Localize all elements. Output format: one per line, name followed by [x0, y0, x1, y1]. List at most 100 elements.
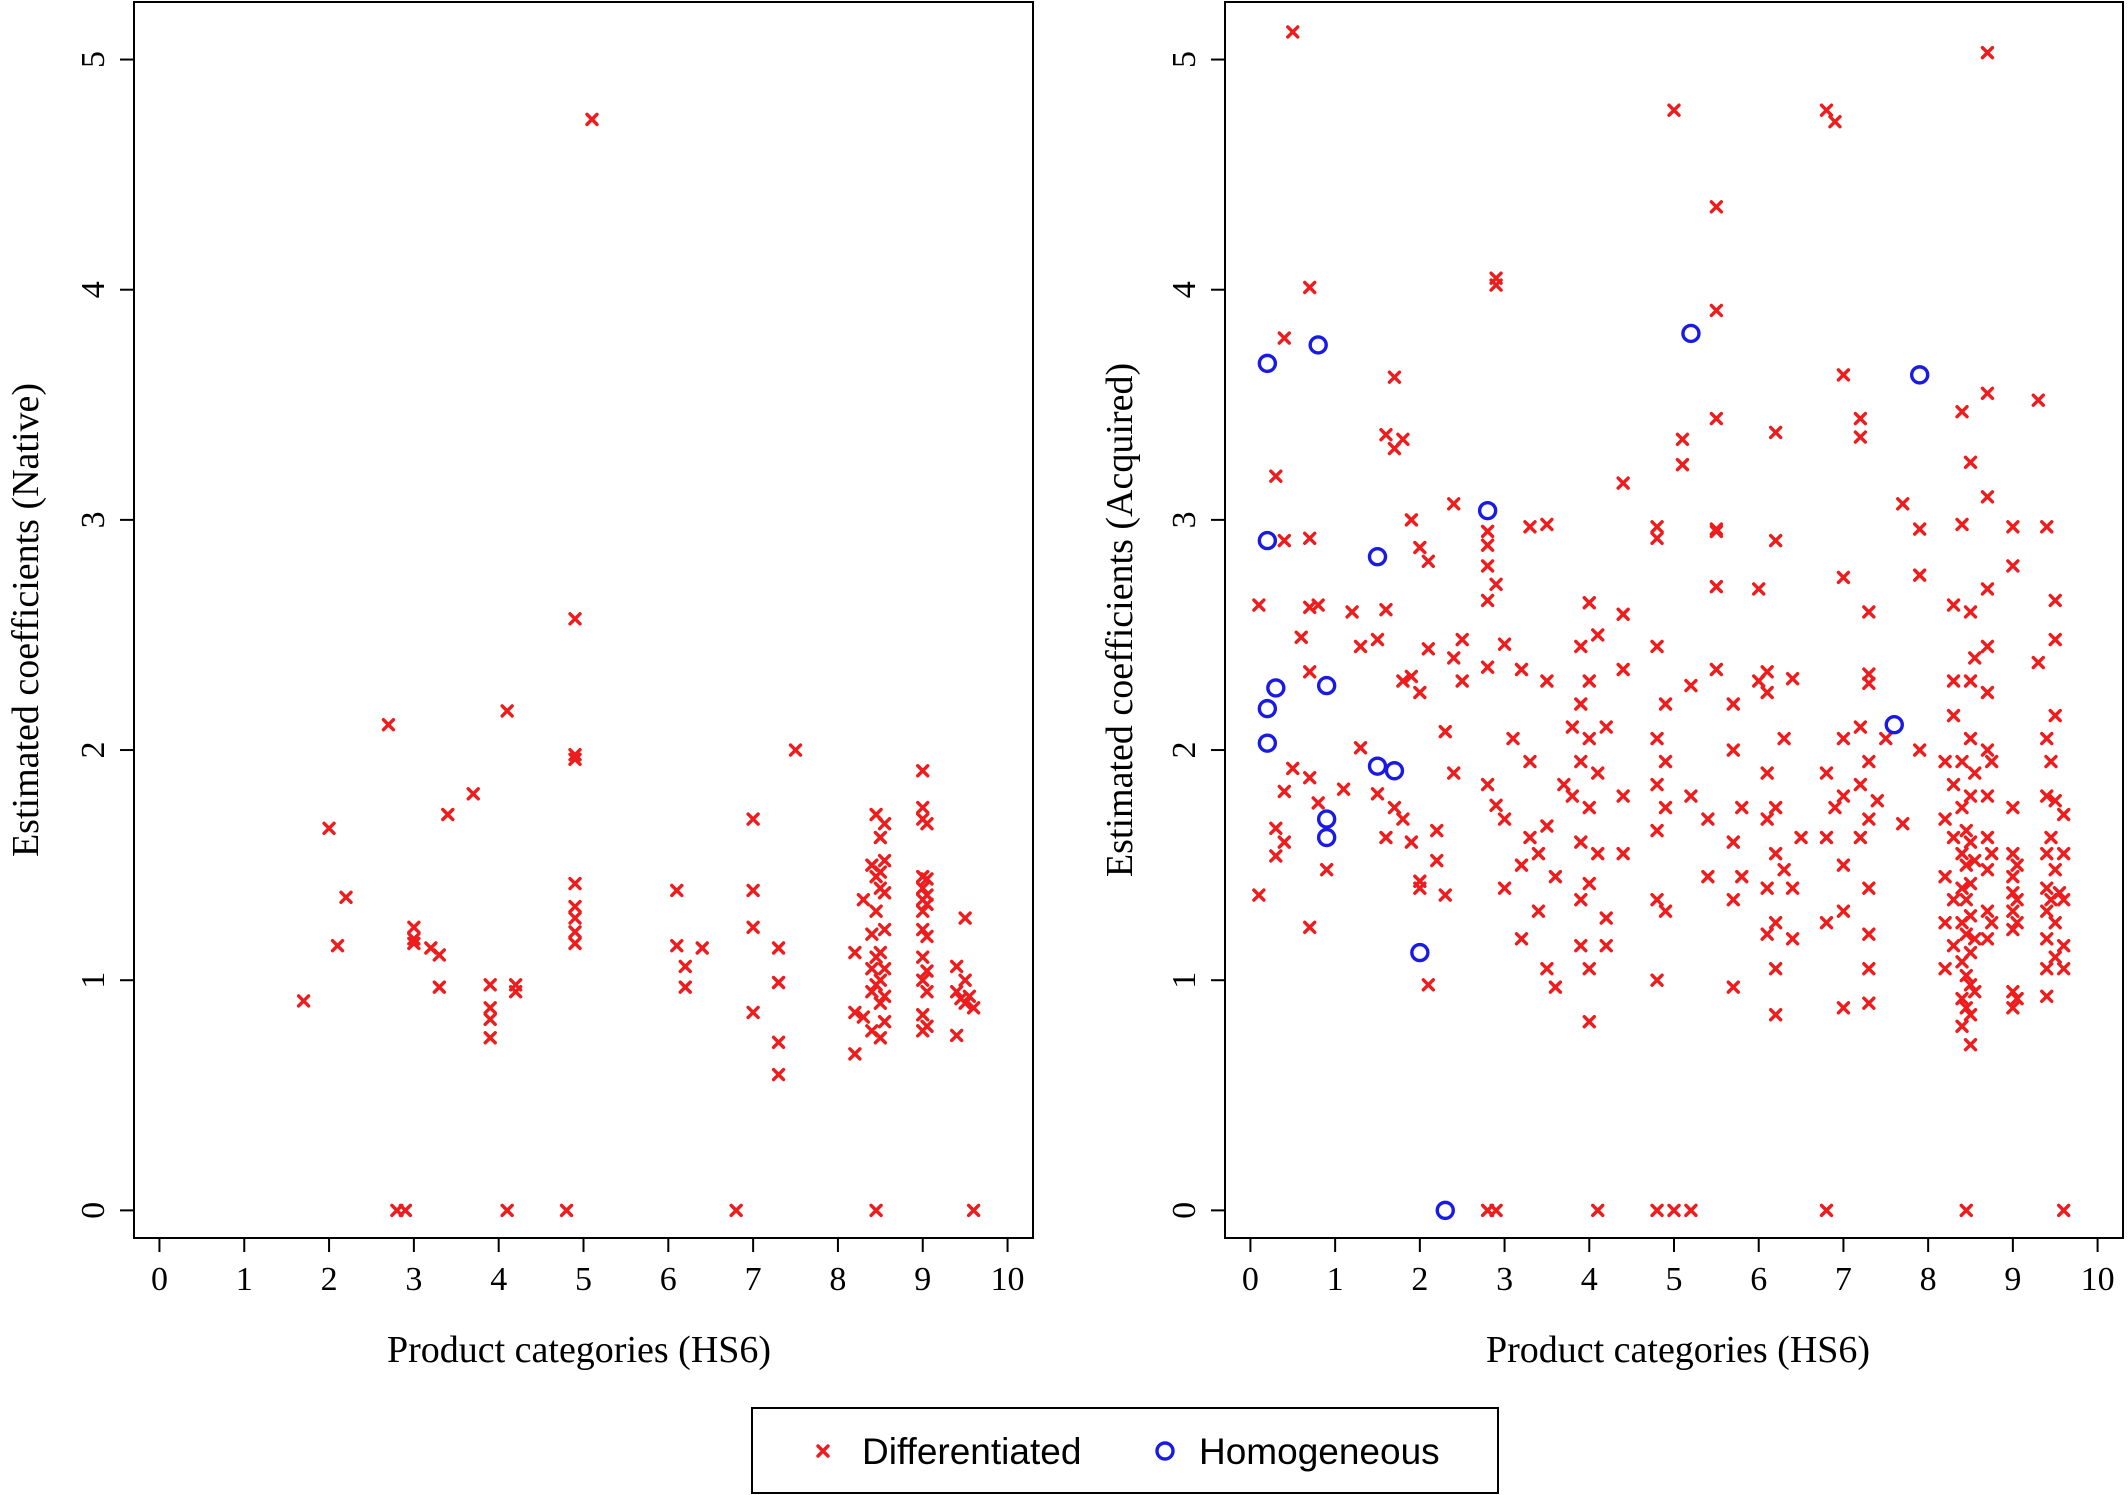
differentiated-point	[746, 812, 760, 826]
x-tick-label: 2	[321, 1261, 338, 1298]
differentiated-point	[1946, 708, 1961, 723]
differentiated-point	[1946, 674, 1961, 688]
differentiated-point	[1548, 869, 1563, 884]
differentiated-point	[1353, 741, 1368, 755]
differentiated-point	[1862, 605, 1876, 619]
differentiated-point	[670, 883, 684, 898]
x-axis: 0 1 2 3 4 5 6 7 8 9 10	[151, 1238, 1025, 1298]
differentiated-point	[1709, 579, 1724, 594]
differentiated-point	[1946, 777, 1961, 792]
differentiated-point	[1269, 469, 1283, 483]
scatter-points	[296, 112, 981, 1218]
differentiated-point	[1396, 812, 1410, 826]
differentiated-point	[1963, 455, 1978, 470]
differentiated-point	[483, 1031, 497, 1045]
homogeneous-point	[1681, 323, 1701, 344]
differentiated-point	[1582, 962, 1596, 976]
y-tick-label: 0	[1166, 1202, 1203, 1219]
differentiated-point	[1980, 743, 1995, 757]
differentiated-point	[920, 1019, 934, 1033]
differentiated-point	[1853, 411, 1868, 426]
differentiated-point	[1980, 904, 1995, 918]
differentiated-point	[1701, 869, 1715, 884]
differentiated-point	[949, 959, 964, 974]
homogeneous-point	[1909, 365, 1930, 385]
differentiated-point	[873, 830, 888, 845]
differentiated-point	[1650, 777, 1664, 792]
differentiated-point	[1616, 662, 1630, 677]
x-tick-label: 4	[490, 1261, 507, 1298]
differentiated-point	[1667, 103, 1681, 117]
plot-frame	[133, 1, 1034, 1239]
differentiated-point	[877, 922, 892, 937]
differentiated-point	[877, 853, 892, 868]
homogeneous-point	[1257, 353, 1278, 374]
differentiated-point	[1574, 938, 1588, 953]
differentiated-point	[1760, 881, 1774, 895]
differentiated-point	[1277, 784, 1292, 799]
differentiated-point	[1252, 598, 1266, 612]
differentiated-point	[1548, 980, 1563, 994]
differentiated-point	[1735, 869, 1749, 884]
differentiated-point	[432, 948, 447, 962]
y-tick-label: 5	[75, 51, 112, 68]
x-tick-label: 7	[745, 1261, 762, 1298]
x-tick-label: 8	[1920, 1261, 1937, 1298]
differentiated-point	[1777, 731, 1791, 746]
differentiated-point	[500, 1203, 514, 1218]
differentiated-point	[1582, 596, 1596, 610]
x-tick-label: 10	[2081, 1261, 2115, 1298]
differentiated-point	[1430, 823, 1444, 838]
differentiated-point	[746, 920, 760, 934]
y-tick-label: 0	[75, 1202, 112, 1219]
differentiated-point	[916, 1008, 930, 1022]
differentiated-point	[1497, 637, 1512, 651]
differentiated-point	[1319, 863, 1334, 877]
differentiated-point	[2006, 800, 2020, 815]
x-tick-label: 3	[405, 1261, 422, 1298]
x-tick-label: 1	[236, 1261, 253, 1298]
circle-marker-icon	[1155, 1441, 1175, 1461]
differentiated-point	[1489, 278, 1503, 292]
differentiated-point	[1252, 888, 1266, 902]
differentiated-point	[1955, 754, 1969, 769]
differentiated-point	[1853, 720, 1868, 734]
differentiated-point	[1650, 520, 1664, 534]
differentiated-point	[771, 975, 786, 990]
differentiated-point	[1938, 962, 1952, 976]
differentiated-point	[1853, 430, 1868, 444]
differentiated-point	[1277, 835, 1292, 849]
x-tick-label: 6	[660, 1261, 677, 1298]
differentiated-point	[1438, 724, 1452, 739]
differentiated-point	[877, 1014, 892, 1029]
differentiated-point	[1591, 628, 1605, 642]
differentiated-point	[1709, 662, 1724, 677]
differentiated-point	[1658, 697, 1673, 711]
differentiated-point	[1455, 674, 1469, 688]
differentiated-point	[1853, 777, 1868, 792]
differentiated-point	[2006, 869, 2020, 884]
differentiated-point	[848, 1047, 862, 1061]
y-tick-label: 3	[1166, 511, 1203, 528]
differentiated-point	[1912, 743, 1927, 757]
differentiated-point	[1684, 789, 1698, 803]
differentiated-point	[1938, 915, 1952, 930]
differentiated-point	[2048, 708, 2062, 723]
differentiated-point	[1980, 45, 1995, 60]
homogeneous-point	[1316, 809, 1337, 829]
differentiated-point	[1514, 932, 1529, 946]
differentiated-point	[1777, 863, 1791, 877]
differentiated-point	[1582, 800, 1596, 815]
differentiated-point	[869, 1203, 883, 1218]
x-tick-label: 0	[151, 1261, 168, 1298]
differentiated-point	[1650, 731, 1664, 746]
differentiated-point	[1387, 800, 1402, 815]
differentiated-point	[1768, 800, 1783, 815]
differentiated-point	[322, 821, 336, 836]
differentiated-point	[869, 904, 883, 918]
differentiated-point	[1531, 904, 1546, 918]
differentiated-point	[1819, 830, 1834, 845]
differentiated-point	[1684, 1203, 1698, 1218]
differentiated-point	[1980, 863, 1995, 877]
differentiated-point	[330, 938, 345, 953]
